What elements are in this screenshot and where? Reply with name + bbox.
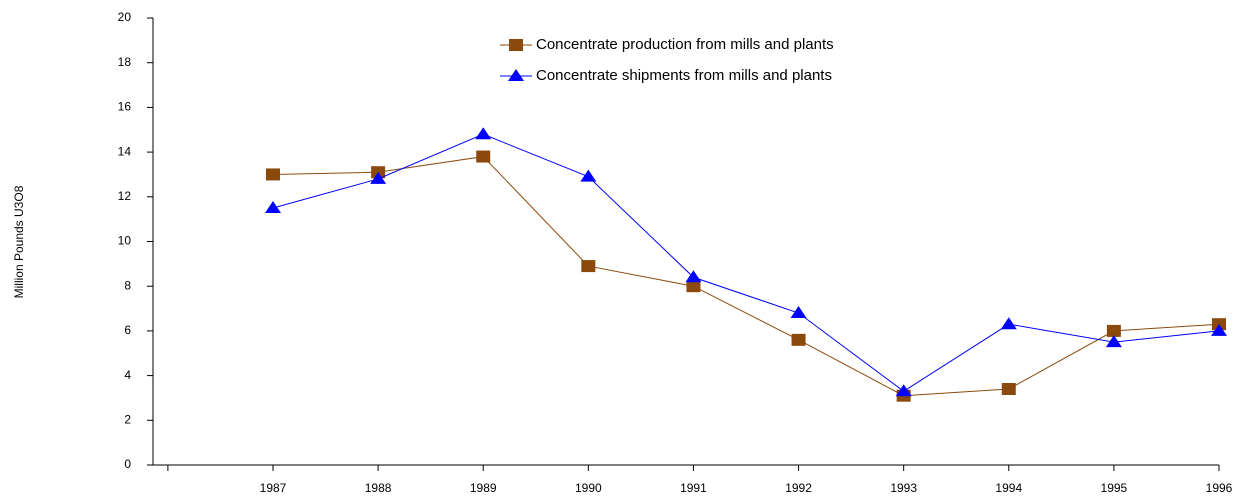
legend-label: Concentrate shipments from mills and pla… <box>536 67 832 84</box>
x-tick-label: 1996 <box>1206 481 1233 495</box>
marker <box>1000 317 1017 330</box>
marker <box>475 127 492 140</box>
y-tick-label: 12 <box>118 189 132 203</box>
x-tick-label: 1987 <box>260 481 287 495</box>
y-tick-label: 8 <box>124 278 131 292</box>
marker <box>476 150 491 163</box>
series-line <box>272 156 1220 397</box>
x-tick-label: 1994 <box>995 481 1022 495</box>
y-tick-label: 0 <box>124 457 131 471</box>
marker <box>685 270 702 283</box>
x-tick-label: 1991 <box>680 481 707 495</box>
marker <box>791 333 806 346</box>
marker <box>370 171 387 184</box>
marker <box>266 168 280 181</box>
y-tick-label: 10 <box>118 234 132 248</box>
marker <box>509 39 523 51</box>
y-tick-label: 14 <box>118 144 132 158</box>
series-line <box>272 133 1220 392</box>
x-tick-label: 1992 <box>785 481 812 495</box>
marker <box>790 306 807 319</box>
x-tick-label: 1993 <box>890 481 917 495</box>
marker <box>508 69 524 81</box>
legend-label: Concentrate production from mills and pl… <box>536 36 834 53</box>
y-tick-label: 20 <box>118 10 132 24</box>
y-tick-label: 4 <box>124 368 131 382</box>
marker <box>686 280 701 293</box>
y-tick-label: 16 <box>118 100 132 114</box>
marker <box>1001 383 1016 396</box>
marker <box>581 260 596 273</box>
y-tick-label: 6 <box>124 323 131 337</box>
x-tick-label: 1989 <box>470 481 497 495</box>
y-tick-label: 2 <box>124 412 131 426</box>
x-tick-label: 1995 <box>1101 481 1128 495</box>
marker <box>1106 324 1121 337</box>
x-tick-label: 1990 <box>575 481 602 495</box>
y-tick-label: 18 <box>118 55 132 69</box>
x-tick-label: 1988 <box>365 481 392 495</box>
legend-entry: Concentrate shipments from mills and pla… <box>500 67 832 84</box>
marker <box>1105 335 1122 348</box>
y-axis-label: Million Pounds U3O8 <box>12 185 26 298</box>
marker <box>265 200 281 213</box>
marker <box>1211 323 1227 336</box>
legend-entry: Concentrate production from mills and pl… <box>500 36 834 53</box>
marker <box>580 169 597 182</box>
marker <box>895 384 912 397</box>
